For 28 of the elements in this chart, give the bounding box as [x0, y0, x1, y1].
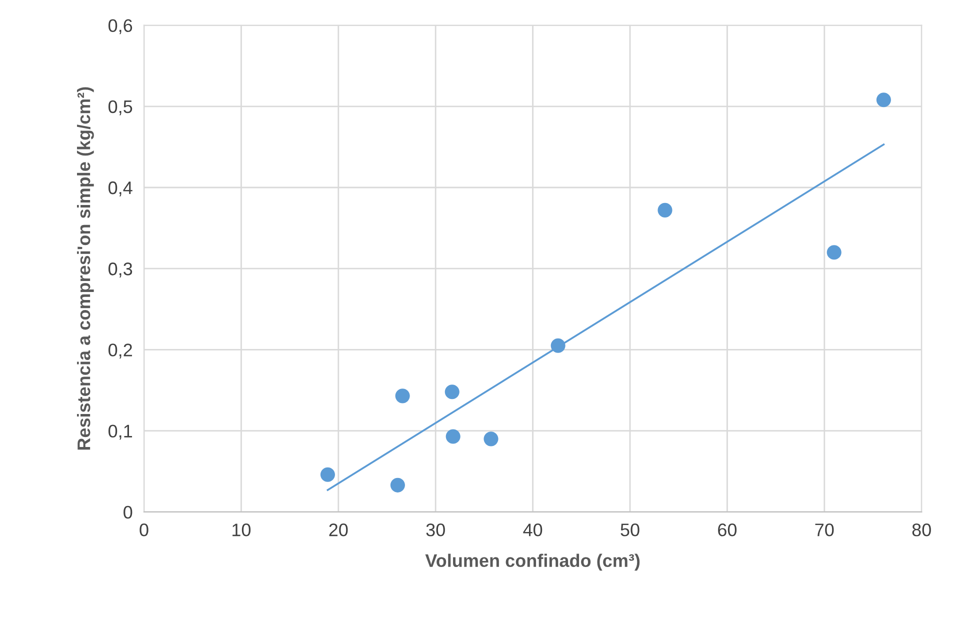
point — [484, 432, 498, 446]
x-tick-label: 10 — [232, 524, 251, 536]
x-tick-label: 50 — [620, 524, 640, 536]
x-tick-label: 30 — [426, 524, 445, 536]
y-tick-label: 0,1 — [108, 424, 132, 440]
y-tick-label: 0 — [124, 506, 132, 519]
point — [395, 388, 410, 404]
point — [446, 429, 460, 444]
x-tick-label: 80 — [912, 524, 931, 536]
x-axis-title: Volumen confinado (cm³) — [425, 554, 640, 571]
x-tick-label: 70 — [815, 524, 834, 536]
x-tick-label: 20 — [329, 524, 348, 536]
point — [390, 478, 405, 492]
x-tick-label: 60 — [718, 524, 737, 536]
y-tick-label: 0,5 — [108, 100, 132, 116]
point — [876, 92, 891, 108]
x-tick-label: 40 — [523, 524, 542, 536]
point — [826, 245, 842, 260]
point — [658, 202, 672, 218]
y-tick-label: 0,3 — [108, 262, 132, 278]
y-tick-label: 0,4 — [108, 181, 132, 196]
y-axis-title: Resistencia a compresi'on simple (kg/cm²) — [76, 87, 94, 450]
point — [550, 338, 566, 353]
y-tick-label: 0,6 — [108, 19, 132, 34]
x-tick-label: 0 — [140, 524, 148, 536]
point — [444, 384, 460, 400]
y-tick-label: 0,2 — [108, 344, 132, 359]
point — [320, 467, 335, 482]
